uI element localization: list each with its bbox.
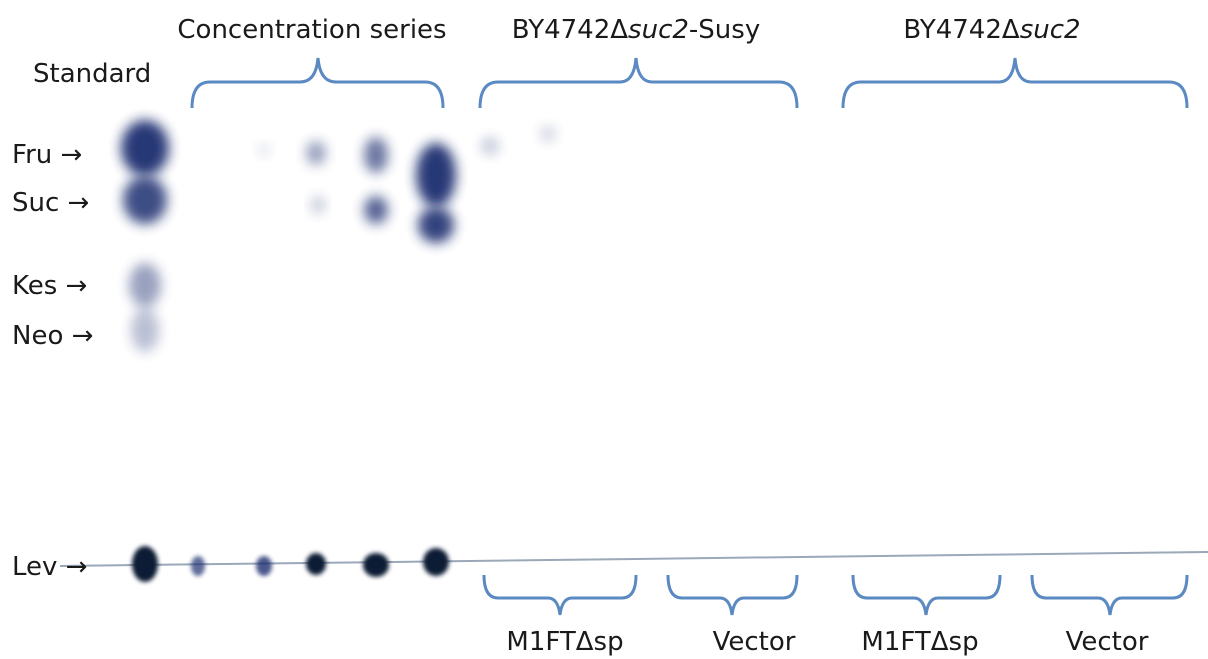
marker-label: Neo → — [12, 321, 93, 351]
label-part: suc2 — [628, 15, 689, 45]
marker-label: Fru → — [12, 140, 82, 170]
group-label: BY4742Δsuc2 — [903, 15, 1080, 45]
group-label: BY4742Δsuc2-Susy — [512, 15, 760, 45]
label-part: suc2 — [1020, 15, 1081, 45]
lane-label: M1FTΔsp — [861, 627, 978, 657]
label-part: BY4742Δ — [512, 15, 628, 45]
standard-label: Standard — [33, 59, 151, 89]
brackets — [190, 57, 1189, 616]
marker-label: Suc → — [12, 188, 89, 218]
marker-label: Kes → — [12, 271, 87, 301]
label-part: -Susy — [689, 15, 760, 45]
lane-label: Vector — [713, 627, 796, 657]
label-part: BY4742Δ — [903, 15, 1019, 45]
group-label: Concentration series — [177, 15, 446, 45]
lane-label: Vector — [1066, 627, 1149, 657]
lane-label: M1FTΔsp — [506, 627, 623, 657]
spots — [59, 120, 1208, 582]
marker-label: Lev → — [12, 552, 87, 582]
